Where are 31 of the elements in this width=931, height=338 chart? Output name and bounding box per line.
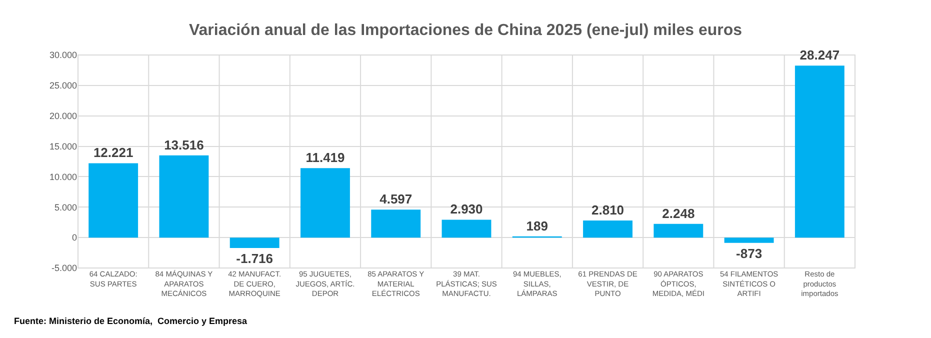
data-label: 28.247 <box>800 48 840 63</box>
bar <box>230 238 280 248</box>
bar <box>583 220 632 238</box>
bar <box>159 155 209 238</box>
y-tick-label: 10.000 <box>49 172 77 182</box>
data-label: 12.221 <box>93 145 134 160</box>
bar <box>442 220 492 238</box>
bar <box>371 210 421 238</box>
data-label: 4.597 <box>380 192 412 207</box>
y-tick-label: -5.000 <box>51 263 77 274</box>
y-tick-label: 30.000 <box>49 50 77 60</box>
data-label: 2.930 <box>450 202 483 217</box>
data-label: 11.419 <box>306 150 345 166</box>
y-tick-label: 0 <box>72 232 77 243</box>
bar <box>794 66 844 238</box>
bar <box>300 168 350 238</box>
y-tick-label: 5.000 <box>54 202 77 212</box>
bar <box>654 224 704 238</box>
bar <box>88 163 138 238</box>
data-label: 189 <box>526 218 548 234</box>
bar <box>724 238 774 243</box>
data-label: 13.516 <box>164 137 204 152</box>
y-tick-label: 20.000 <box>49 111 77 122</box>
data-label: -873 <box>736 246 762 261</box>
data-label: -1.716 <box>236 251 274 266</box>
y-tick-label: 15.000 <box>49 141 77 152</box>
data-label: 2.248 <box>662 206 695 221</box>
data-label: 2.810 <box>592 202 624 218</box>
y-tick-label: 25.000 <box>49 80 77 91</box>
source-note: Fuente: Ministerio de Economía, Comercio y Empresa <box>14 316 248 326</box>
chart-title: Variación anual de las Importaciones de China 2025 (ene-jul) miles euros <box>188 22 742 39</box>
